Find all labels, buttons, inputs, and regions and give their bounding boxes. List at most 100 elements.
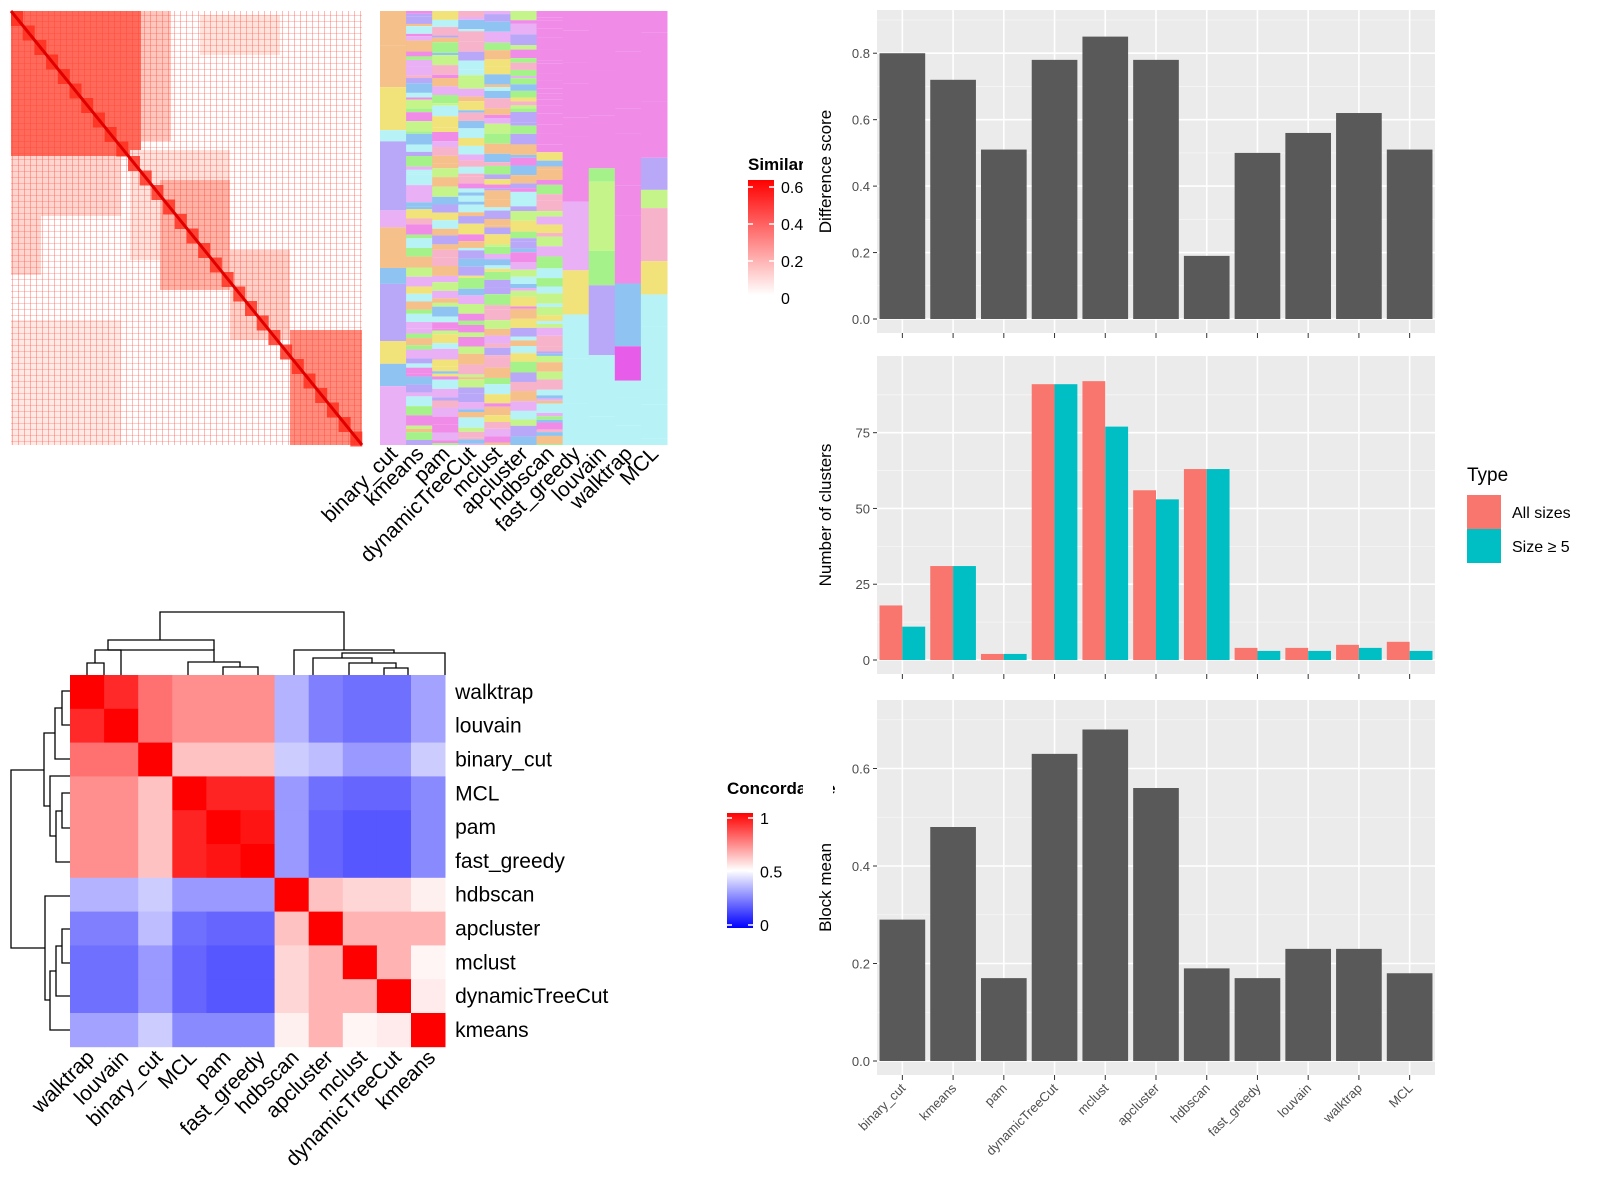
assignment-stripe bbox=[562, 83, 590, 118]
bar bbox=[1285, 132, 1332, 319]
assignment-stripe bbox=[510, 248, 538, 253]
concordance-row-label: kmeans bbox=[455, 1019, 529, 1042]
assignment-stripe bbox=[510, 308, 538, 319]
concordance-legend-tick-label: 0.5 bbox=[760, 865, 782, 882]
assignment-stripe bbox=[536, 323, 564, 328]
assignment-stripe bbox=[484, 377, 511, 385]
assignment-stripe bbox=[458, 258, 485, 267]
concordance-cell bbox=[342, 1013, 378, 1048]
assignment-stripe bbox=[432, 275, 459, 283]
assignment-stripe bbox=[458, 201, 485, 205]
bar bbox=[1183, 469, 1207, 660]
assignment-stripe bbox=[510, 336, 538, 341]
assignment-stripe bbox=[510, 188, 538, 192]
assignment-stripe bbox=[536, 416, 564, 420]
similarity-legend-ticks: 0.6 0.4 0.2 0 bbox=[748, 180, 803, 308]
assignment-stripe bbox=[458, 31, 485, 42]
assignment-stripe bbox=[588, 250, 616, 286]
assignment-stripe bbox=[432, 163, 459, 169]
assignment-stripe bbox=[406, 108, 433, 113]
assignment-stripe bbox=[458, 176, 485, 184]
assignment-stripe bbox=[380, 227, 407, 268]
assignment-stripe bbox=[380, 363, 407, 387]
assignment-stripe bbox=[406, 309, 433, 314]
concordance-cell bbox=[138, 742, 173, 777]
bar bbox=[1105, 426, 1129, 660]
concordance-cell bbox=[308, 708, 344, 743]
assignment-stripe bbox=[510, 372, 538, 382]
concordance-cell bbox=[342, 810, 378, 845]
assignment-stripe bbox=[380, 87, 407, 131]
assignment-stripe bbox=[432, 55, 459, 66]
assignment-stripe bbox=[510, 111, 538, 123]
assignment-stripe bbox=[510, 252, 538, 263]
assignment-stripe bbox=[432, 65, 459, 75]
concordance-cell bbox=[376, 810, 412, 845]
bar bbox=[1133, 59, 1179, 319]
assignment-stripe bbox=[614, 11, 642, 52]
concordance-cell bbox=[376, 742, 412, 777]
assignment-stripe bbox=[484, 287, 511, 295]
assignment-stripe bbox=[510, 183, 538, 189]
concordance-cell bbox=[274, 742, 310, 777]
concordance-cell bbox=[172, 742, 207, 777]
concordance-cell bbox=[172, 945, 207, 980]
assignment-stripe bbox=[484, 98, 511, 109]
similarity-diagonal bbox=[9, 10, 364, 446]
assignment-stripe bbox=[458, 377, 485, 380]
assignment-stripe bbox=[406, 78, 433, 84]
concordance-cell bbox=[240, 945, 275, 980]
assignment-stripe bbox=[380, 267, 407, 284]
assignment-stripe bbox=[510, 220, 538, 232]
assignment-stripe bbox=[406, 169, 433, 173]
y-tick-label: 0.6 bbox=[852, 762, 870, 777]
assignment-stripe bbox=[432, 328, 459, 331]
assignment-stripe bbox=[484, 179, 511, 185]
assignment-stripe bbox=[406, 16, 433, 24]
assignment-stripe bbox=[536, 200, 564, 212]
concordance-cell bbox=[411, 742, 446, 777]
assignment-stripe bbox=[406, 155, 433, 167]
assignment-stripe bbox=[458, 393, 485, 403]
assignment-stripe bbox=[640, 438, 668, 445]
assignment-stripe bbox=[380, 45, 407, 88]
similarity-heatmap bbox=[9, 10, 364, 447]
assignment-stripe bbox=[458, 379, 485, 388]
assignment-stripe bbox=[536, 17, 564, 21]
assignment-stripe bbox=[536, 389, 564, 396]
difference-chart: 0.0 0.2 0.4 0.6 0.8 Difference score bbox=[816, 10, 1435, 338]
concordance-cell bbox=[206, 708, 241, 743]
concordance-cell bbox=[342, 911, 378, 946]
concordance-cell bbox=[274, 776, 310, 811]
assignment-stripe bbox=[432, 155, 459, 164]
assignment-stripe bbox=[510, 284, 538, 289]
assignment-stripe bbox=[484, 14, 511, 22]
assignment-stripe bbox=[510, 157, 538, 166]
concordance-cell bbox=[172, 675, 207, 710]
concordance-colorbar bbox=[727, 813, 753, 928]
assignment-stripe bbox=[640, 157, 668, 190]
bar bbox=[1183, 255, 1230, 319]
concordance-cell bbox=[206, 810, 241, 845]
assignment-stripe bbox=[536, 371, 564, 380]
y-axis-title: Difference score bbox=[816, 110, 835, 233]
concordance-cell bbox=[206, 979, 241, 1014]
assignment-stripe bbox=[536, 379, 564, 390]
assignment-stripe bbox=[484, 428, 511, 437]
assignment-stripe bbox=[510, 206, 538, 211]
concordance-cell bbox=[70, 911, 105, 946]
assignment-stripe bbox=[536, 362, 564, 372]
concordance-cell bbox=[342, 776, 378, 811]
concordance-cell bbox=[172, 979, 207, 1014]
bar bbox=[1054, 384, 1078, 660]
assignment-stripe bbox=[536, 93, 564, 97]
concordance-cell bbox=[274, 708, 310, 743]
assignment-stripe bbox=[510, 23, 538, 35]
assignment-stripe bbox=[510, 201, 538, 207]
assignment-stripe bbox=[406, 367, 433, 374]
bar bbox=[1183, 968, 1230, 1061]
assignment-stripe bbox=[588, 11, 616, 71]
assignment-stripe bbox=[406, 112, 433, 122]
assignment-stripe bbox=[380, 386, 407, 445]
y-tick-label: 0.0 bbox=[852, 1054, 870, 1069]
